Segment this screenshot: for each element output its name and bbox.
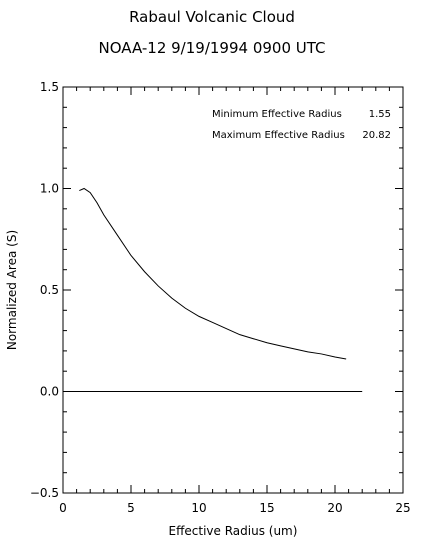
chart-title: Rabaul Volcanic Cloud <box>129 8 295 26</box>
axis-ticks <box>62 86 404 494</box>
chart-subtitle: NOAA-12 9/19/1994 0900 UTC <box>99 39 326 57</box>
annotation-min-value: 1.55 <box>369 109 391 120</box>
x-tick-label: 5 <box>127 501 135 515</box>
y-tick-label: 0.5 <box>40 283 59 297</box>
annotation-max-value: 20.82 <box>362 130 391 141</box>
x-tick-label: 10 <box>191 501 206 515</box>
y-tick-label: 0.0 <box>40 385 59 399</box>
x-tick-label: 20 <box>327 501 342 515</box>
x-axis-label: Effective Radius (um) <box>169 524 298 538</box>
y-tick-label: 1.5 <box>40 80 59 94</box>
y-tick-label: 1.0 <box>40 182 59 196</box>
series-line <box>79 187 347 360</box>
y-axis-label: Normalized Area (S) <box>5 230 19 350</box>
axis-tick-labels: 0 5 10 15 20 25 −0.5 0.0 0.5 1.0 1.5 <box>30 80 411 515</box>
x-tick-label: 15 <box>259 501 274 515</box>
annotation-min-label: Minimum Effective Radius <box>212 109 342 120</box>
y-tick-label: −0.5 <box>30 486 59 500</box>
x-tick-label: 25 <box>395 501 410 515</box>
plot-frame <box>62 86 404 494</box>
annotation-max-label: Maximum Effective Radius <box>212 130 345 141</box>
x-tick-label: 0 <box>59 501 67 515</box>
